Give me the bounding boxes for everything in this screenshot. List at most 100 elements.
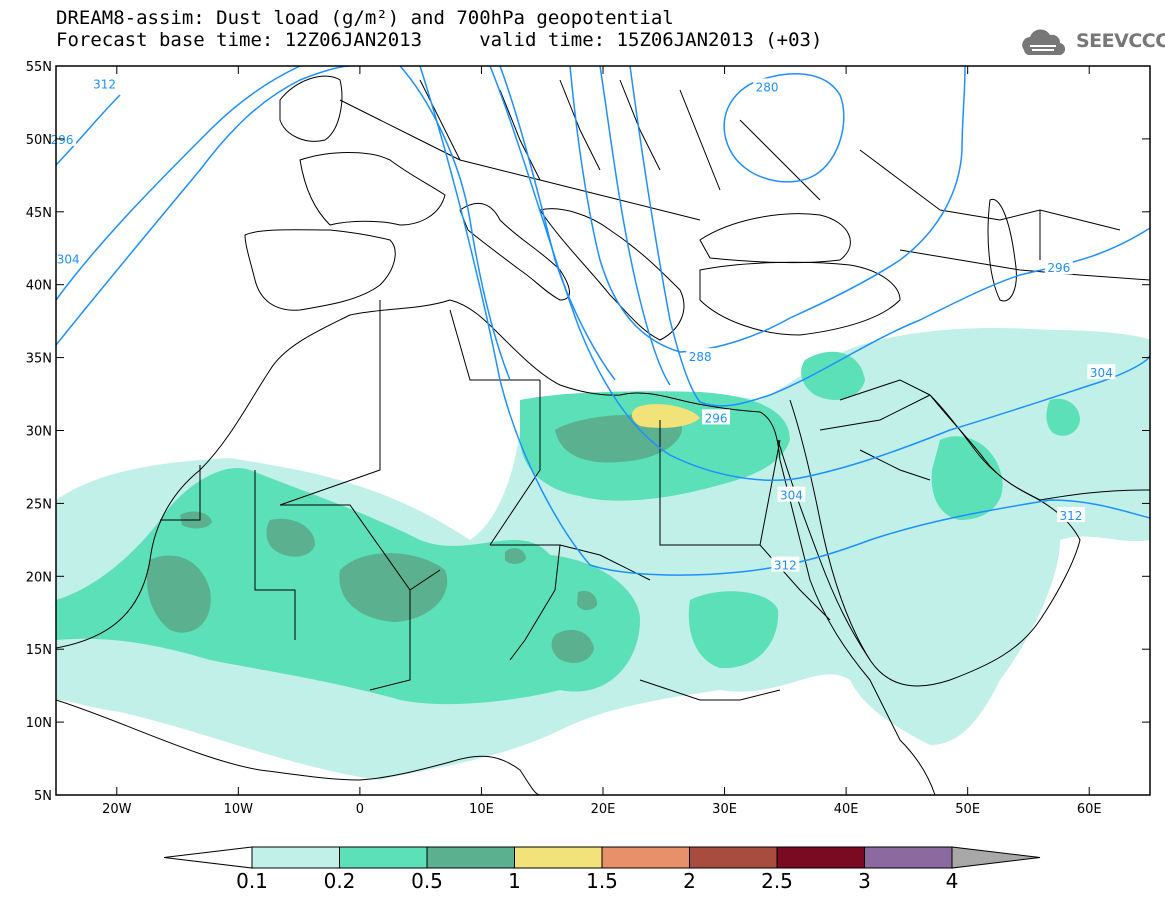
contour-label-bg [54, 250, 83, 266]
lon-label: 40E [834, 802, 859, 817]
colorbar-label: 4 [946, 869, 959, 893]
dust-band-0.5 [551, 629, 594, 663]
dust-band-0.5 [266, 518, 315, 557]
contour-label: 304 [57, 252, 80, 266]
geopotential-contours [56, 66, 1150, 576]
colorbar-segment [689, 846, 778, 869]
lat-label: 35N [26, 352, 52, 367]
lat-label: 50N [26, 133, 52, 148]
lon-label: 20E [591, 802, 616, 817]
colorbar-segment [601, 846, 690, 869]
colorbar-segment [426, 846, 515, 869]
red-sea-coastline [777, 439, 871, 661]
contour-label: 296 [1047, 261, 1070, 275]
dust-band-0.5 [577, 590, 598, 611]
contour-label-bg [1044, 259, 1073, 275]
lon-label: 0 [356, 802, 364, 817]
colorbar-label: 2 [683, 869, 696, 893]
contour-label: 288 [689, 350, 712, 364]
colorbar-segment [251, 846, 340, 869]
dust-band-0.2 [1046, 398, 1080, 436]
lon-label: 50E [955, 802, 980, 817]
lat-label: 15N [26, 643, 52, 658]
uk-coastline [279, 75, 343, 142]
country-border [160, 300, 781, 691]
colorbar-under-arrow [163, 846, 253, 869]
axis-ticks: 20W 10W 0 10E 20E 30E 40E 50E 60E 55N 50N 45N 40N 35N… [26, 60, 1150, 817]
colorbar-label: 2.5 [761, 869, 793, 893]
contour-288 [399, 66, 966, 381]
lat-label: 30N [26, 425, 52, 440]
contour-label: 296 [51, 133, 74, 147]
contour-label-bg [1056, 507, 1085, 523]
colorbar-label: 0.1 [236, 869, 268, 893]
country-border [639, 379, 931, 701]
lat-label: 10N [26, 716, 52, 731]
iberia-coastline [244, 229, 396, 311]
country-border [339, 79, 1150, 281]
turkey-coastline [699, 261, 901, 336]
contour-label-bg [1087, 364, 1116, 380]
caspian-coastline [987, 198, 1017, 302]
lon-label: 30E [712, 802, 737, 817]
persian-gulf-coastline [929, 394, 1041, 501]
lat-label: 20N [26, 570, 52, 585]
colorbar-label: 1.5 [586, 869, 618, 893]
colorbar-segment [776, 846, 865, 869]
contour-312 [56, 66, 1150, 576]
contour-label-bg [753, 78, 782, 94]
dust-band-0.5 [339, 553, 448, 622]
contour-label: 312 [1060, 509, 1083, 523]
lat-label: 40N [26, 279, 52, 294]
colorbar-label: 0.2 [324, 869, 356, 893]
gulf-of-guinea-coast [56, 699, 541, 795]
dust-band-1 [631, 404, 700, 428]
lon-label: 10W [224, 802, 254, 817]
dust-band-0.5 [146, 555, 211, 633]
lat-label: 25N [26, 497, 52, 512]
contour-label: 280 [756, 80, 779, 94]
contour-296 [56, 66, 1150, 407]
lat-label: 45N [26, 206, 52, 221]
colorbar-segment [514, 846, 603, 869]
map-title: DREAM8-assim: Dust load (g/m²) and 700hP… [56, 7, 674, 29]
dust-fields [56, 328, 1150, 780]
lat-label: 55N [26, 60, 52, 75]
colorbar-segment [864, 846, 953, 869]
lon-label: 60E [1077, 802, 1102, 817]
dust-band-0.2 [688, 591, 779, 669]
contour-label-bg [686, 348, 715, 364]
balkans-coastline [539, 208, 685, 341]
contour-label-bg [777, 486, 806, 502]
dust-band-0.2 [931, 436, 1003, 520]
italy-coastline [459, 202, 570, 301]
contour-label: 304 [1090, 366, 1113, 380]
forecast-time-line: Forecast base time: 12Z06JAN2013 valid t… [56, 29, 823, 51]
dust-band-0.5 [505, 548, 526, 564]
lon-label: 10E [469, 802, 494, 817]
france-coastline [299, 152, 446, 226]
black-sea-coastline [699, 213, 851, 264]
contour-304 [56, 66, 1150, 481]
dust-band-0.2 [801, 351, 865, 400]
colorbar-over-arrow [951, 846, 1041, 869]
iran-coastline [1039, 489, 1150, 501]
contour-label-bg [702, 409, 731, 425]
contour-label: 304 [780, 489, 803, 503]
contour-label-bg [90, 75, 119, 91]
colorbar: 0.1 0.2 0.5 1 1.5 2 2.5 3 4 [163, 846, 1041, 893]
colorbar-label: 3 [858, 869, 871, 893]
contour-label-bg [771, 556, 800, 572]
contour-280 [723, 73, 845, 183]
contour-label: 312 [93, 77, 116, 91]
colorbar-label: 0.5 [411, 869, 443, 893]
lon-label: 20W [102, 802, 132, 817]
africa-coastline [56, 299, 936, 795]
coastlines [56, 75, 1150, 795]
seevccc-logo: SEEVCCC [1076, 30, 1165, 52]
contour-label: 296 [705, 411, 728, 425]
cloud-icon [1022, 29, 1066, 56]
lat-label: 5N [34, 789, 52, 804]
contour-label: 312 [774, 559, 797, 573]
